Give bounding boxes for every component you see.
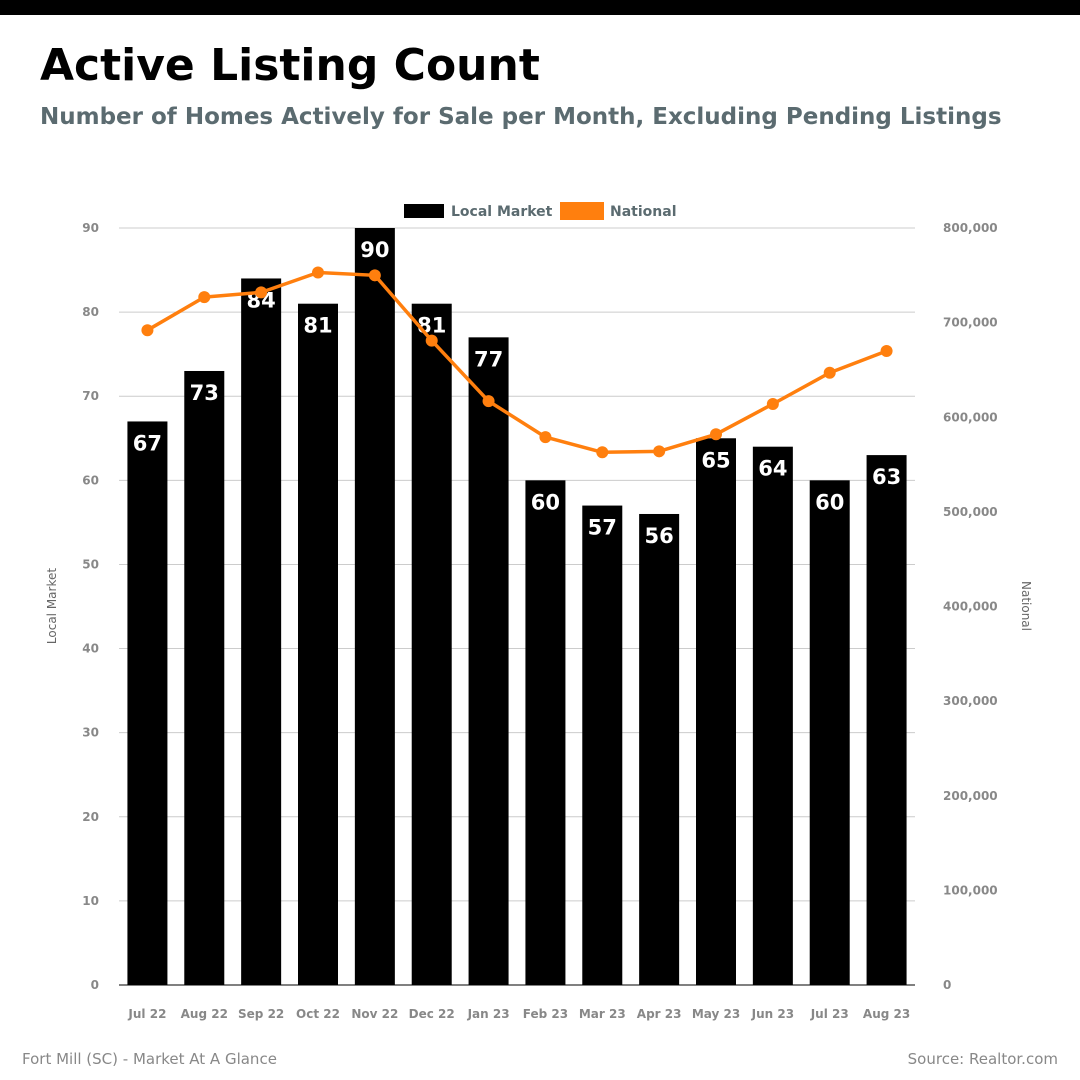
x-tick-label: Mar 23 — [579, 1007, 626, 1021]
x-tick-label: Jul 23 — [810, 1007, 849, 1021]
footer-source: Source: Realtor.com — [907, 1050, 1058, 1068]
bar-value-label: 60 — [815, 490, 844, 514]
y-tick-label: 20 — [82, 810, 99, 824]
x-tick-label: Aug 22 — [181, 1007, 228, 1021]
x-tick-label: May 23 — [692, 1007, 740, 1021]
y2-tick-label: 300,000 — [943, 694, 998, 708]
national-point — [539, 431, 552, 444]
y2-tick-label: 800,000 — [943, 221, 998, 235]
x-tick-label: Nov 22 — [351, 1007, 398, 1021]
bar-value-label: 63 — [872, 465, 901, 489]
bar — [866, 455, 907, 986]
x-tick-label: Oct 22 — [296, 1007, 340, 1021]
bar — [241, 278, 282, 985]
y-tick-label: 60 — [82, 473, 99, 487]
national-point — [823, 366, 836, 379]
bar-value-label: 77 — [474, 347, 503, 371]
grid-lines — [119, 227, 915, 986]
national-line — [146, 270, 888, 455]
bar — [696, 438, 736, 985]
chart-subtitle: Number of Homes Actively for Sale per Mo… — [40, 104, 1002, 130]
bar-value-label: 81 — [417, 314, 446, 338]
bar — [411, 303, 452, 985]
bar-value-label: 64 — [758, 457, 787, 481]
bar — [298, 303, 338, 985]
y2-tick-label: 100,000 — [943, 883, 998, 897]
bar-value-label: 67 — [133, 431, 162, 455]
legend-label-local: Local Market — [451, 204, 553, 220]
bar — [468, 337, 509, 985]
x-axis: Jul 22 Aug 22 Sep 22 Oct 22 Nov 22 Dec 22 Jan … — [127, 1007, 910, 1021]
national-point — [425, 334, 438, 347]
bar — [752, 446, 793, 985]
x-tick-label: Aug 23 — [863, 1007, 910, 1021]
bar-value-label: 90 — [360, 238, 389, 262]
x-tick-label: Jan 23 — [467, 1007, 510, 1021]
y-axis-left: 0 10 20 30 40 50 60 70 80 90 — [82, 221, 99, 992]
bar — [639, 513, 680, 985]
x-tick-label: Feb 23 — [523, 1007, 568, 1021]
y-axis-right: 0 100,000 200,000 300,000 400,000 500,000 600,… — [943, 221, 998, 992]
y2-tick-label: 700,000 — [943, 316, 998, 330]
national-point — [141, 324, 154, 337]
y2-tick-label: 200,000 — [943, 789, 998, 803]
y2-axis-title: National — [1019, 581, 1033, 631]
bar-value-label: 57 — [588, 516, 617, 540]
top-bar — [0, 0, 1080, 15]
y2-tick-label: 0 — [943, 978, 951, 992]
y2-tick-label: 600,000 — [943, 410, 998, 424]
national-point — [312, 266, 324, 279]
line-series-national — [141, 266, 893, 459]
national-point — [198, 291, 211, 304]
legend-swatch-national — [560, 202, 604, 220]
y2-tick-label: 400,000 — [943, 600, 998, 614]
y-tick-label: 0 — [91, 978, 99, 992]
y2-tick-label: 500,000 — [943, 505, 998, 519]
bar — [354, 228, 395, 985]
national-point — [880, 345, 893, 358]
y-tick-label: 30 — [82, 726, 99, 740]
y-tick-label: 90 — [82, 221, 99, 235]
y-tick-label: 70 — [82, 389, 99, 403]
y-tick-label: 50 — [82, 557, 99, 571]
national-point — [368, 269, 381, 282]
bar — [525, 480, 566, 985]
bar-value-label: 65 — [701, 448, 730, 472]
legend-label-national: National — [610, 204, 677, 220]
y-axis-title: Local Market — [45, 568, 59, 644]
bar — [127, 421, 168, 985]
national-point — [653, 445, 666, 458]
x-tick-label: Apr 23 — [637, 1007, 682, 1021]
national-point — [766, 398, 779, 411]
national-point — [710, 428, 722, 441]
x-tick-label: Jun 23 — [751, 1007, 794, 1021]
legend-swatch-local — [404, 204, 444, 218]
chart-title: Active Listing Count — [40, 40, 540, 91]
national-point — [596, 446, 609, 459]
bar — [184, 370, 225, 985]
legend: Local Market National — [404, 202, 677, 220]
bar — [809, 480, 850, 985]
bar-value-label: 81 — [303, 314, 332, 338]
x-tick-label: Sep 22 — [238, 1007, 284, 1021]
x-tick-label: Jul 22 — [127, 1007, 166, 1021]
bar-value-label: 56 — [645, 524, 674, 548]
bar — [582, 505, 623, 985]
national-point — [482, 395, 495, 408]
bar-value-label: 60 — [531, 490, 560, 514]
y-tick-label: 40 — [82, 642, 99, 656]
x-tick-label: Dec 22 — [409, 1007, 455, 1021]
national-point — [255, 286, 268, 299]
y-tick-label: 10 — [82, 894, 99, 908]
footer-market-label: Fort Mill (SC) - Market At A Glance — [22, 1050, 277, 1068]
bar-value-label: 73 — [190, 381, 219, 405]
y-tick-label: 80 — [82, 305, 99, 319]
